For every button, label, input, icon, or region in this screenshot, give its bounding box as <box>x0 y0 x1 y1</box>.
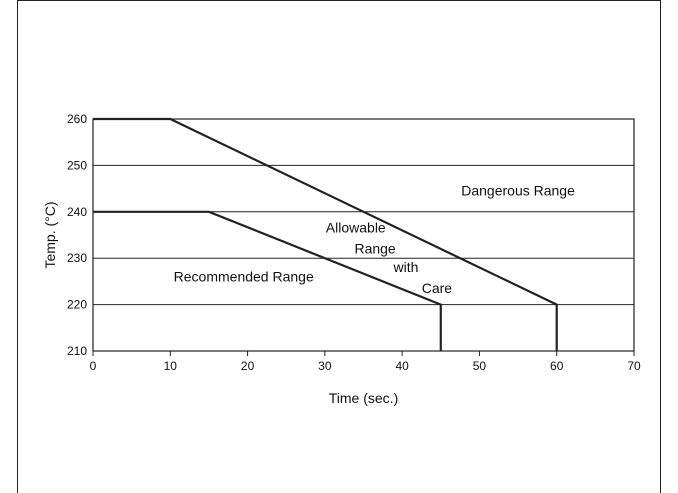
y-tick-label-230: 230 <box>67 251 87 265</box>
x-tick-label-40: 40 <box>395 359 409 373</box>
annotation-recommended-range: Recommended Range <box>174 268 314 284</box>
annotation-with: with <box>393 259 419 275</box>
annotation-allowable: Allowable <box>326 220 386 236</box>
x-tick-label-20: 20 <box>241 359 255 373</box>
y-tick-label-210: 210 <box>67 344 87 358</box>
y-tick-label-250: 250 <box>67 158 87 172</box>
annotation-dangerous-range: Dangerous Range <box>461 183 575 199</box>
x-tick-label-50: 50 <box>473 359 487 373</box>
y-tick-label-240: 240 <box>67 205 87 219</box>
figure-frame <box>17 0 661 493</box>
plot-area <box>92 118 635 352</box>
x-axis-ticks: 0 10 20 30 40 50 60 70 <box>90 351 641 373</box>
y-axis-label: Temp. (°C) <box>42 201 58 268</box>
x-tick-label-60: 60 <box>550 359 564 373</box>
y-axis-ticks: 210 220 230 240 250 260 <box>67 112 87 358</box>
annotation-range: Range <box>354 241 395 257</box>
x-tick-label-30: 30 <box>318 359 332 373</box>
series-line-2 <box>93 210 442 351</box>
x-tick-label-0: 0 <box>90 359 97 373</box>
x-tick-label-10: 10 <box>164 359 178 373</box>
annotation-care: Care <box>422 280 453 296</box>
x-axis-label: Time (sec.) <box>329 390 398 406</box>
y-tick-label-260: 260 <box>67 112 87 126</box>
y-tick-label-220: 220 <box>67 298 87 312</box>
x-tick-label-70: 70 <box>627 359 641 373</box>
